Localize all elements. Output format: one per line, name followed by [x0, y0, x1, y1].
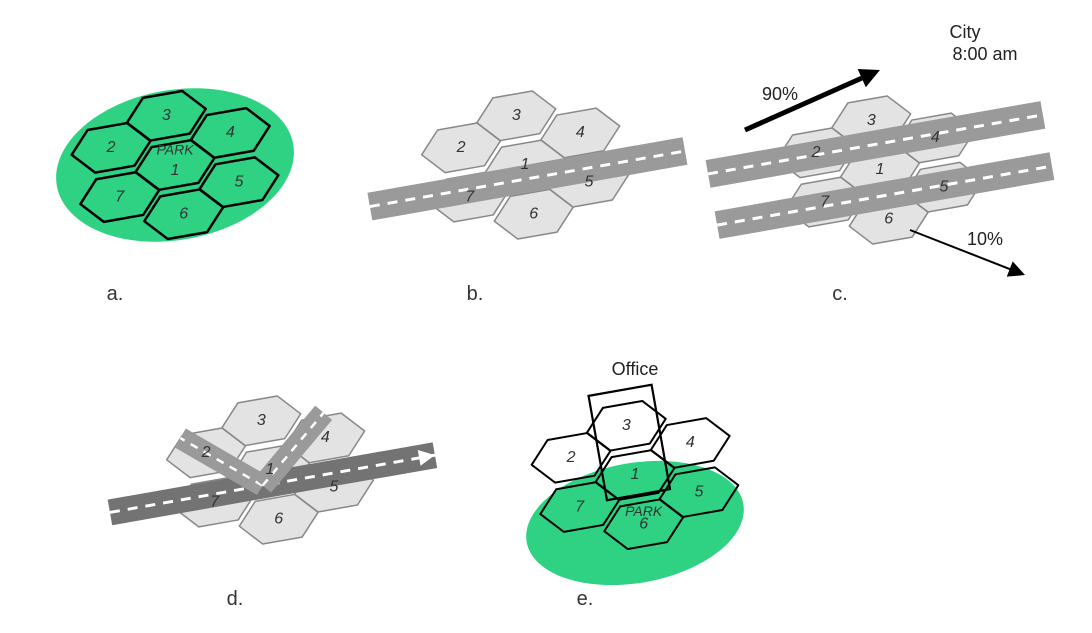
hex-label-7: 7: [115, 188, 125, 205]
hex-label-6: 6: [884, 210, 893, 227]
hex-label-1: 1: [266, 461, 275, 478]
panel-a: PARK 1 2 3 4 5 6 7 a.: [44, 70, 306, 305]
hex-label-2: 2: [456, 139, 466, 156]
hex-label-2: 2: [811, 144, 821, 161]
hex-label-4: 4: [226, 124, 235, 141]
label-office: Office: [612, 359, 659, 379]
hex-label-7: 7: [575, 498, 585, 515]
hex-label-5: 5: [694, 483, 703, 500]
hex-label-1: 1: [876, 161, 885, 178]
hex-label-1: 1: [631, 466, 640, 483]
panel-c: 1 2 3 4 5 6 7 City8:00 am 90% 10% c.: [706, 22, 1055, 305]
hex-label-2: 2: [106, 139, 116, 156]
annot-90: 90%: [762, 84, 798, 104]
panel-b: 1 2 3 4 5 6 7 b.: [367, 91, 687, 305]
hex-label-1: 1: [521, 156, 530, 173]
annot-10: 10%: [967, 229, 1003, 249]
hex-label-5: 5: [234, 173, 243, 190]
caption-d: d.: [227, 588, 244, 610]
hex-label-3: 3: [512, 107, 521, 124]
hex-label-6: 6: [529, 205, 538, 222]
hex-label-7: 7: [465, 188, 475, 205]
hex-label-2: 2: [201, 444, 211, 461]
hex-label-5: 5: [939, 178, 948, 195]
hex-label-5: 5: [329, 478, 338, 495]
panel-d: 1 2 3 4 5 6 7 d.: [108, 396, 438, 610]
panel-e: 1234567PARKOfficee.: [516, 359, 753, 610]
annot-city: City: [950, 22, 981, 42]
hex-label-6: 6: [274, 510, 283, 527]
hex-label-3: 3: [257, 412, 266, 429]
caption-a: a.: [107, 283, 124, 305]
label-park-e: PARK: [625, 503, 663, 519]
hex-label-3: 3: [867, 112, 876, 129]
annot-time: 8:00 am: [952, 44, 1017, 64]
hex-label-2: 2: [566, 449, 576, 466]
hex-label-3: 3: [162, 107, 171, 124]
hex-label-7: 7: [210, 493, 220, 510]
hex-label-4: 4: [931, 129, 940, 146]
hex-label-5: 5: [584, 173, 593, 190]
caption-b: b.: [467, 283, 484, 305]
hex-label-4: 4: [321, 429, 330, 446]
hex-label-1: 1: [171, 162, 180, 179]
hex-label-3: 3: [622, 417, 631, 434]
hex-label-4: 4: [576, 124, 585, 141]
hex-label-7: 7: [820, 193, 830, 210]
label-park: PARK: [156, 142, 194, 158]
hex-label-4: 4: [686, 434, 695, 451]
caption-e: e.: [577, 588, 594, 610]
hex-label-6: 6: [179, 205, 188, 222]
caption-c: c.: [832, 283, 848, 305]
